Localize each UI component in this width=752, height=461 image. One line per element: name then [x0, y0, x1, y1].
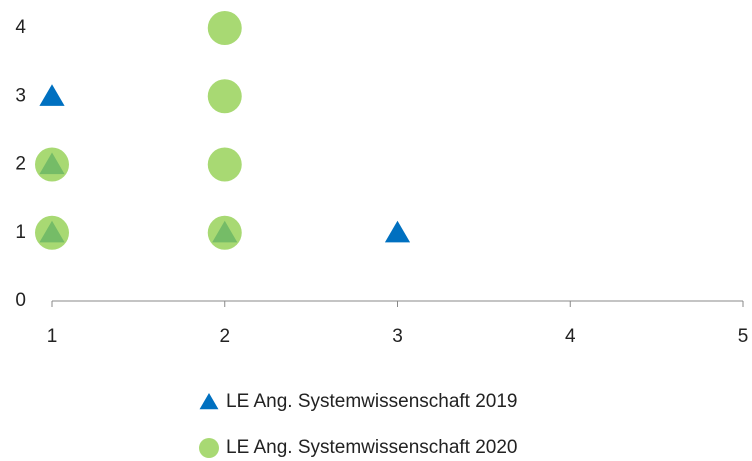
y-tick-label: 1 [15, 222, 26, 243]
triangle-marker [39, 84, 65, 106]
x-tick-label: 5 [738, 326, 749, 347]
y-tick-label: 0 [15, 290, 26, 311]
circle-marker [207, 147, 242, 182]
circle-marker [207, 11, 242, 45]
circle-marker [35, 215, 69, 250]
circle-marker [207, 215, 242, 250]
circle-marker [207, 79, 242, 114]
legend-label: LE Ang. Systemwissenschaft 2019 [226, 391, 518, 412]
legend-marker [199, 393, 219, 410]
y-tick-label: 4 [15, 17, 26, 38]
legend-marker [199, 438, 219, 458]
x-tick-label: 1 [47, 326, 58, 347]
x-tick-label: 3 [392, 326, 403, 347]
triangle-marker [384, 220, 411, 243]
circle-marker [35, 147, 69, 182]
legend-label: LE Ang. Systemwissenschaft 2020 [226, 437, 518, 458]
y-tick-label: 2 [15, 154, 26, 175]
x-tick-label: 4 [565, 326, 576, 347]
x-tick-label: 2 [219, 326, 230, 347]
y-tick-label: 3 [15, 85, 26, 106]
